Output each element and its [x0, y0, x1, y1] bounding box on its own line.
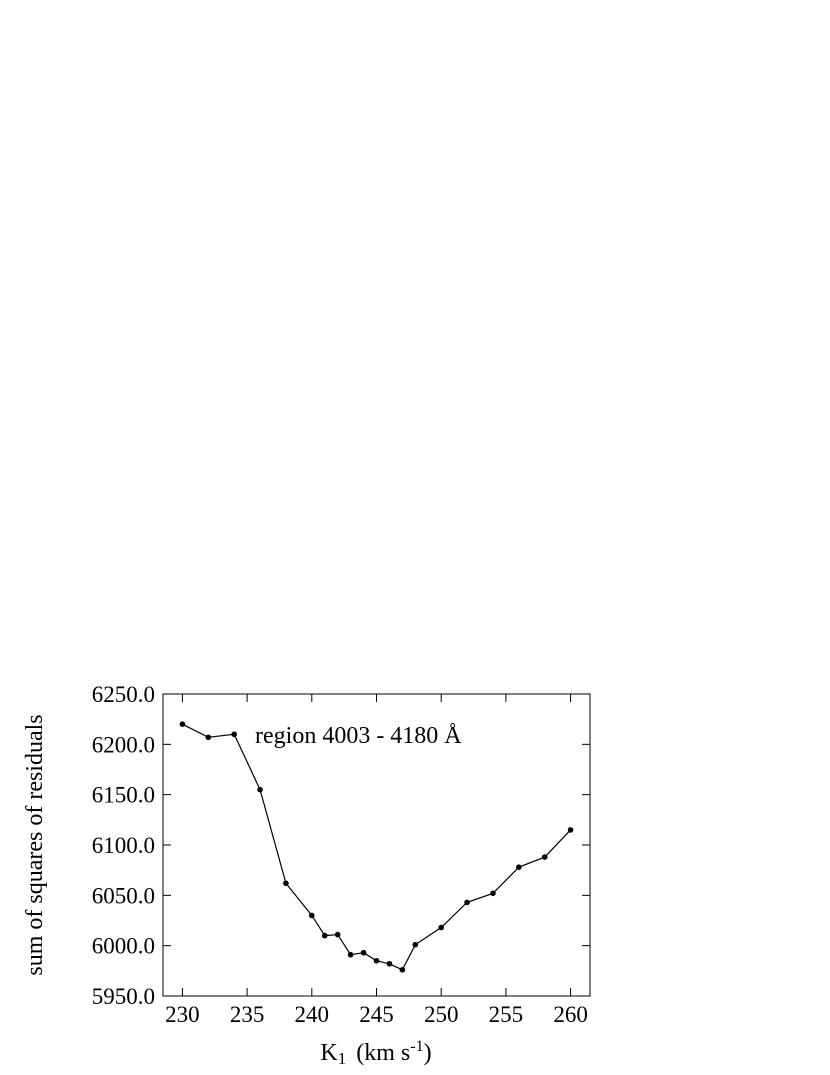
- y-tick-label: 6050.0: [92, 883, 155, 908]
- x-label-sub: 1: [338, 1049, 347, 1068]
- y-tick-label: 6100.0: [92, 833, 155, 858]
- x-tick-label: 245: [359, 1002, 394, 1027]
- annotation: region 4003 - 4180 Å: [255, 723, 462, 749]
- data-point: [231, 731, 237, 738]
- data-point: [464, 899, 470, 906]
- data-point: [386, 960, 393, 967]
- y-tick-label: 6000.0: [92, 934, 155, 959]
- data-point: [516, 864, 522, 870]
- y-tick-label: 6250.0: [92, 682, 155, 707]
- y-tick-label: 6200.0: [92, 732, 155, 757]
- y-tick-label: 5950.0: [92, 984, 155, 1009]
- data-point: [347, 951, 354, 958]
- data-point: [438, 924, 444, 931]
- x-tick-label: 235: [230, 1002, 265, 1027]
- x-label-close: ): [424, 1040, 432, 1066]
- data-point: [283, 880, 289, 887]
- data-point: [541, 854, 548, 860]
- x-label-sup: -1: [410, 1038, 423, 1055]
- data-point: [412, 941, 419, 948]
- data-point: [334, 931, 341, 938]
- x-label-base: K: [320, 1040, 338, 1066]
- data-line: [182, 723, 572, 971]
- data-point: [321, 932, 328, 939]
- data-point: [567, 827, 574, 833]
- x-tick-label: 255: [489, 1002, 524, 1027]
- x-tick-label: 250: [424, 1002, 459, 1027]
- y-axis-label: sum of squares of residuals: [22, 714, 48, 975]
- x-tick-label: 230: [165, 1002, 200, 1027]
- data-point: [373, 957, 380, 964]
- x-tick-label: 260: [553, 1002, 588, 1027]
- x-axis-label: K1 (km s-1): [320, 1038, 431, 1068]
- data-point: [179, 721, 186, 727]
- data-point: [490, 890, 496, 897]
- data-point: [205, 734, 212, 741]
- y-tick-label: 6150.0: [92, 783, 155, 808]
- data-point: [309, 912, 315, 919]
- data-point: [360, 949, 367, 956]
- x-tick-label: 240: [295, 1002, 330, 1027]
- data-point: [399, 967, 406, 973]
- data-point: [257, 786, 263, 793]
- x-label-unit: (km s: [356, 1040, 410, 1066]
